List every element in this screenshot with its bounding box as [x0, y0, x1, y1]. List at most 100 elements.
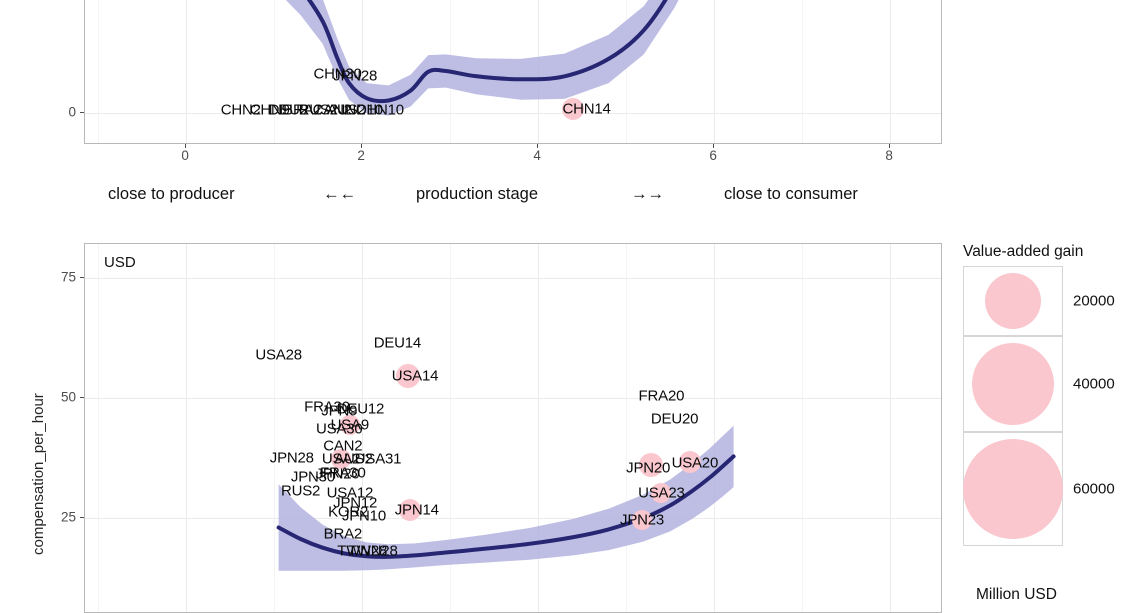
x-tick-mark: [361, 144, 363, 148]
y-tick-mark: [80, 396, 84, 398]
data-point-label: JPN9: [321, 402, 358, 420]
data-point-label: IND10: [341, 101, 383, 118]
y-tick-label: 75: [60, 269, 76, 285]
gridline-vertical: [890, 244, 892, 612]
data-point-label: FRA20: [638, 387, 685, 405]
gridline-vertical-minor: [450, 244, 452, 612]
footer-right-arrows: →→: [631, 185, 664, 203]
gridline-horizontal: [85, 517, 941, 519]
gridline-vertical-minor: [626, 0, 628, 143]
data-point-label: JPN28: [333, 67, 378, 85]
x-tick-mark: [713, 144, 715, 148]
legend-value-label: 60000: [1073, 480, 1115, 498]
gridline-horizontal: [85, 277, 941, 279]
gridline-vertical-minor: [98, 244, 100, 612]
x-tick-label: 6: [709, 148, 717, 163]
data-point-label: USA12: [326, 484, 374, 502]
data-point-label: JPN20: [626, 459, 671, 477]
legend-value-label: 40000: [1073, 375, 1115, 393]
y-tick-mark: [80, 516, 84, 518]
gridline-vertical: [362, 0, 364, 143]
data-point-label: USA28: [255, 346, 302, 364]
gridline-horizontal: [85, 397, 941, 399]
data-point-label: RUS2: [280, 482, 321, 500]
data-point-label: USA31: [354, 450, 402, 468]
gridline-vertical: [186, 244, 188, 612]
gridline-vertical: [186, 0, 188, 143]
data-point-label: JPN10: [341, 507, 386, 525]
data-point-label: DEU12: [336, 400, 385, 418]
gridline-vertical-minor: [274, 244, 276, 612]
data-point-label: JPN28: [269, 449, 314, 467]
data-point-label: USA2: [321, 450, 361, 468]
top-chart-plot-area: JPN30KOR28DEU14USA12USA14JPN23USA20USA23…: [85, 0, 941, 143]
x-tick-mark: [537, 144, 539, 148]
data-point-label: BRA2: [323, 525, 363, 543]
data-point-label: CHN10: [355, 101, 404, 118]
gridline-vertical: [714, 244, 716, 612]
x-tick-label: 0: [181, 148, 189, 163]
data-point-label: FRA30: [304, 398, 350, 416]
x-tick-label: 8: [885, 148, 893, 163]
gridline-vertical-minor: [98, 0, 100, 143]
data-point-label: DEU14: [373, 334, 422, 351]
trend-line: [306, 0, 668, 104]
x-tick-label: 2: [357, 148, 365, 163]
data-point-label: BRA2: [283, 101, 322, 118]
footer-close-to-producer: close to producer: [108, 185, 235, 203]
gridline-vertical: [890, 0, 892, 143]
data-point-label: FRA30: [319, 464, 366, 482]
data-point-label: CHN30: [313, 65, 362, 83]
data-point-label: USA9: [330, 416, 370, 434]
top-chart-panel: JPN30KOR28DEU14USA12USA14JPN23USA20USA23…: [84, 0, 942, 144]
data-point-label: USA23: [638, 484, 685, 502]
y-tick-label: 25: [60, 509, 76, 525]
data-point-label: TWN28: [337, 542, 388, 560]
gridline-vertical: [362, 244, 364, 612]
footer-production-stage: production stage: [416, 185, 539, 203]
figure-canvas: JPN30KOR28DEU14USA12USA14JPN23USA20USA23…: [30, 0, 1115, 613]
legend-subtitle: Million USD: [976, 586, 1057, 603]
legend-title: Value-added gain: [963, 243, 1084, 260]
gridline-vertical-minor: [626, 244, 628, 612]
y-tick-label: 50: [60, 389, 76, 405]
gridline-vertical: [714, 0, 716, 143]
footer-close-to-consumer: close to consumer: [724, 185, 858, 203]
legend-bubble: [963, 439, 1063, 539]
data-point-label: RUS2: [298, 101, 338, 118]
x-tick-label: 4: [533, 148, 541, 163]
confidence-ribbon: [278, 425, 734, 571]
data-point-label: DEU2: [268, 101, 308, 118]
footer-left-arrows: ←←: [323, 185, 356, 203]
data-point-label: JPN20: [315, 465, 360, 483]
x-tick-mark: [889, 144, 891, 148]
y-tick-label: 0: [68, 104, 76, 120]
data-point-label: DEU20: [650, 410, 699, 428]
y-tick-mark: [80, 276, 84, 278]
trend-line: [276, 454, 736, 559]
gridline-horizontal: [85, 113, 941, 115]
smoothed-trend-group: [276, 425, 736, 571]
bottom-chart-y-axis-title: compensation_per_hour: [30, 393, 47, 555]
bottom-chart-plot-area: DEU14 USA28 USA14 FRA30 JPN9 DEU12 USA9 USA30 CA…: [85, 244, 941, 612]
data-point-label: USA20: [671, 454, 719, 472]
data-point-label: JPN14: [394, 501, 439, 519]
legend-bubble: [985, 273, 1041, 329]
data-point-label: AUS2: [327, 101, 366, 118]
data-point-label: JPN23: [620, 511, 665, 529]
bottom-chart-unit-note: USD: [104, 254, 136, 271]
legend-value-label: 20000: [1073, 292, 1115, 310]
data-point-label: AUS2: [334, 450, 373, 468]
legend-bubble: [972, 343, 1054, 425]
data-point-label: JPN12: [333, 494, 378, 512]
x-tick-mark: [185, 144, 187, 148]
data-point-label: CAN2: [323, 437, 363, 455]
data-point-label: USA30: [316, 420, 363, 438]
bottom-chart-panel: DEU14 USA28 USA14 FRA30 JPN9 DEU12 USA9 USA30 CA…: [84, 243, 942, 613]
data-point-label: USA14: [391, 367, 439, 385]
data-point-label: CHN9: [249, 101, 290, 118]
data-point-label: CAN2: [312, 101, 352, 118]
data-point-label: CHN2: [220, 101, 261, 118]
y-tick-mark: [80, 112, 84, 114]
gridline-vertical-minor: [802, 244, 804, 612]
